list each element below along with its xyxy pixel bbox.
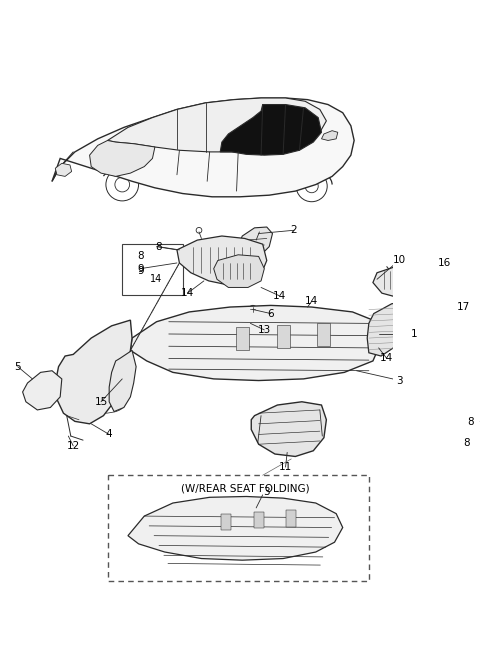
Text: (W/REAR SEAT FOLDING): (W/REAR SEAT FOLDING): [181, 484, 310, 494]
Polygon shape: [55, 163, 72, 177]
Polygon shape: [373, 263, 449, 299]
Text: 15: 15: [95, 397, 108, 407]
Text: 8: 8: [155, 242, 161, 252]
Text: 4: 4: [106, 430, 112, 440]
Polygon shape: [52, 98, 354, 197]
Polygon shape: [441, 293, 455, 310]
Text: 17: 17: [457, 302, 470, 312]
Polygon shape: [221, 513, 231, 530]
Text: 10: 10: [393, 254, 407, 265]
Polygon shape: [220, 105, 322, 155]
Text: 6: 6: [267, 308, 274, 318]
Text: 16: 16: [437, 258, 451, 268]
Polygon shape: [254, 512, 264, 529]
Text: 5: 5: [14, 362, 21, 372]
Polygon shape: [55, 320, 132, 424]
Text: 14: 14: [181, 288, 194, 298]
Polygon shape: [418, 339, 477, 410]
Polygon shape: [23, 371, 62, 410]
Text: 8: 8: [464, 438, 470, 447]
Text: 3: 3: [264, 486, 270, 497]
Polygon shape: [90, 140, 155, 177]
Polygon shape: [322, 130, 338, 140]
Text: 2: 2: [290, 225, 297, 235]
Polygon shape: [317, 324, 330, 346]
Text: 14: 14: [150, 274, 163, 284]
Polygon shape: [240, 227, 273, 256]
Polygon shape: [251, 402, 326, 457]
Polygon shape: [276, 325, 289, 348]
Text: 14: 14: [305, 297, 318, 306]
Text: 14: 14: [272, 291, 286, 301]
Polygon shape: [128, 496, 343, 560]
Text: 7: 7: [478, 421, 480, 431]
Text: 9: 9: [137, 266, 144, 276]
Polygon shape: [214, 255, 264, 287]
Text: 13: 13: [258, 325, 271, 335]
Polygon shape: [109, 351, 136, 412]
Text: 8: 8: [137, 252, 144, 262]
Polygon shape: [236, 327, 249, 349]
Text: 3: 3: [396, 376, 403, 386]
Text: 1: 1: [411, 329, 418, 339]
Text: 12: 12: [67, 441, 80, 451]
Polygon shape: [367, 302, 406, 356]
Polygon shape: [287, 510, 296, 527]
Text: 11: 11: [279, 462, 292, 472]
Polygon shape: [453, 407, 480, 436]
Polygon shape: [108, 98, 326, 152]
Polygon shape: [131, 305, 381, 380]
Text: 14: 14: [380, 353, 394, 364]
Text: 9: 9: [137, 264, 144, 273]
Polygon shape: [177, 236, 267, 285]
Text: 8: 8: [468, 417, 474, 427]
